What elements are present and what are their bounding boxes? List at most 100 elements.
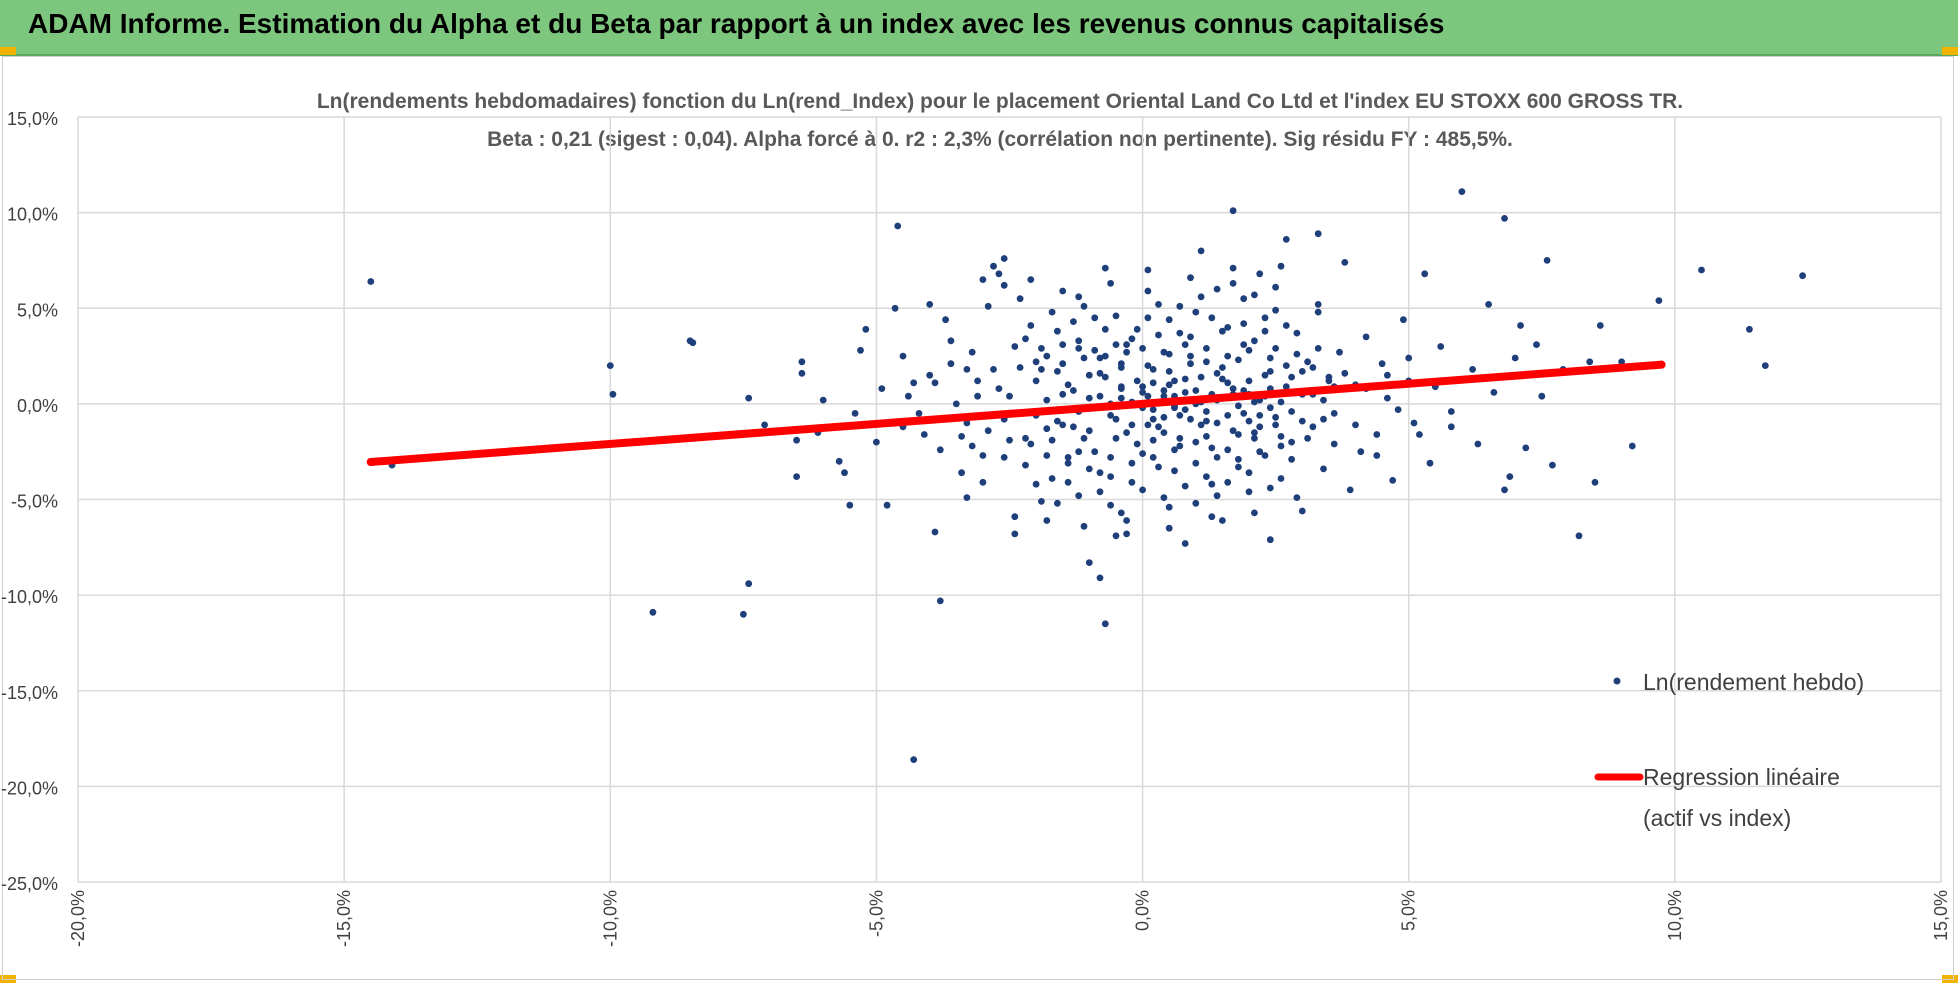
data-point <box>1213 369 1221 377</box>
data-point <box>1192 459 1200 467</box>
data-point <box>1123 348 1130 356</box>
data-point <box>984 302 992 310</box>
data-point <box>899 352 907 360</box>
data-point <box>1022 461 1029 469</box>
data-point <box>1149 454 1157 461</box>
data-point <box>910 756 918 763</box>
data-point <box>1091 448 1099 456</box>
data-point <box>1517 322 1524 329</box>
data-point <box>1458 188 1466 196</box>
data-point <box>1213 285 1221 293</box>
data-point <box>1038 366 1045 373</box>
data-point <box>1155 301 1162 308</box>
data-point <box>894 222 902 230</box>
data-point <box>1384 371 1391 379</box>
data-point <box>1181 341 1189 348</box>
data-point <box>1304 358 1311 366</box>
data-point <box>1394 406 1402 413</box>
data-point <box>1229 427 1237 435</box>
data-point <box>1133 325 1141 333</box>
data-point <box>1059 341 1067 348</box>
data-point <box>857 346 864 354</box>
data-point <box>1203 345 1210 352</box>
data-point <box>1101 325 1109 333</box>
data-point <box>1251 337 1258 345</box>
data-point <box>1181 540 1189 547</box>
data-point <box>1293 329 1301 337</box>
data-point <box>1075 448 1083 456</box>
data-point <box>1075 337 1083 345</box>
data-point <box>1144 421 1152 429</box>
data-point <box>1277 398 1285 406</box>
data-point <box>974 377 981 385</box>
data-point <box>1075 345 1083 352</box>
data-point <box>1022 434 1029 442</box>
data-point <box>1245 488 1253 496</box>
data-point <box>1054 327 1061 335</box>
data-point <box>1447 423 1455 431</box>
grid-lines <box>77 116 1942 883</box>
data-point <box>1043 396 1051 404</box>
data-point <box>1219 375 1226 383</box>
data-point <box>1075 293 1083 301</box>
data-point <box>1256 412 1264 419</box>
data-point <box>1038 345 1045 352</box>
data-point <box>1203 417 1210 425</box>
data-point <box>609 390 617 398</box>
data-point <box>1032 358 1040 366</box>
data-point <box>1059 421 1067 429</box>
data-point <box>1251 398 1258 406</box>
data-point <box>1272 345 1279 352</box>
y-tick-label: 5,0% <box>17 300 58 320</box>
data-point <box>1208 480 1216 488</box>
data-point <box>1426 459 1434 467</box>
data-point <box>1224 352 1232 360</box>
data-point <box>798 369 806 377</box>
data-point <box>1096 392 1104 400</box>
legend-regression-label-1: Regression linéaire <box>1643 764 1840 790</box>
data-point <box>1006 436 1013 444</box>
data-point <box>1080 302 1088 310</box>
data-point <box>1149 379 1157 387</box>
data-point <box>1091 346 1099 354</box>
data-point <box>1112 312 1120 320</box>
data-point <box>1165 316 1173 324</box>
data-point <box>952 400 960 408</box>
chart-frame <box>2 56 1954 980</box>
data-point <box>947 337 955 345</box>
data-point <box>1288 455 1295 463</box>
data-point <box>1304 434 1311 442</box>
data-point <box>968 348 976 356</box>
data-point <box>1171 446 1178 454</box>
data-point <box>1149 436 1157 444</box>
data-point <box>1075 492 1083 500</box>
data-point <box>963 366 971 373</box>
data-point <box>1224 478 1232 486</box>
data-point <box>1107 412 1114 419</box>
data-point <box>1038 498 1045 505</box>
data-point <box>1160 494 1168 501</box>
data-point <box>1469 366 1476 373</box>
data-point <box>1256 423 1264 431</box>
data-point <box>1251 291 1258 299</box>
data-point <box>1064 454 1072 461</box>
data-point <box>1027 276 1035 283</box>
data-point <box>968 442 976 450</box>
data-point <box>1048 308 1056 316</box>
data-point <box>1133 377 1141 385</box>
data-point <box>1144 392 1152 400</box>
x-tick-label: -20,0% <box>68 890 88 947</box>
data-point <box>1096 488 1104 496</box>
data-point <box>1224 379 1232 387</box>
data-point <box>1117 360 1125 368</box>
data-point <box>931 379 939 387</box>
data-point <box>1197 247 1205 255</box>
data-point <box>963 494 971 501</box>
data-point <box>1330 410 1338 417</box>
data-point <box>1181 375 1189 383</box>
data-point <box>1117 394 1125 402</box>
data-point <box>1235 455 1242 463</box>
data-point <box>958 433 965 440</box>
data-point <box>1080 354 1088 362</box>
data-point <box>1059 287 1067 295</box>
